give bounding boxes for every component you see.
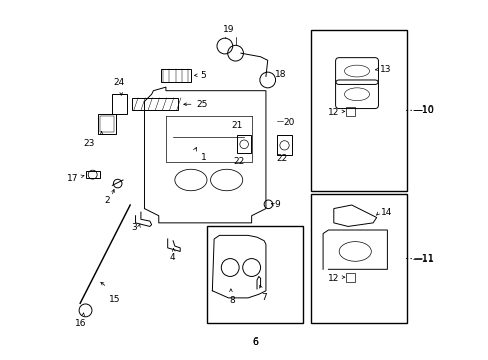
Text: 13: 13 <box>380 65 391 74</box>
Text: 5: 5 <box>200 71 205 80</box>
Bar <box>85 171 100 178</box>
Text: 22: 22 <box>276 154 287 163</box>
Text: 21: 21 <box>230 121 242 130</box>
Bar <box>112 94 126 114</box>
Text: 1: 1 <box>200 153 206 162</box>
Text: 2: 2 <box>104 196 110 205</box>
Text: 17: 17 <box>67 174 78 183</box>
Text: 12: 12 <box>327 108 339 117</box>
Text: 24: 24 <box>114 78 125 87</box>
Bar <box>310 194 406 323</box>
Text: —10: —10 <box>412 106 433 115</box>
Bar <box>277 135 291 155</box>
Text: 4: 4 <box>169 253 175 262</box>
Bar <box>206 226 303 323</box>
Bar <box>310 30 406 191</box>
Text: 8: 8 <box>229 296 234 305</box>
Text: —10: —10 <box>411 105 433 115</box>
Text: 9: 9 <box>274 200 280 209</box>
Bar <box>237 135 250 153</box>
Text: 7: 7 <box>261 293 267 302</box>
Text: 12: 12 <box>327 274 339 283</box>
Text: 6: 6 <box>252 338 258 347</box>
Bar <box>346 273 354 282</box>
Text: 6: 6 <box>252 337 258 347</box>
Text: 23: 23 <box>83 139 95 148</box>
Text: 20: 20 <box>283 118 295 127</box>
Text: 25: 25 <box>196 100 207 109</box>
Text: 3: 3 <box>131 223 136 232</box>
Text: 18: 18 <box>274 70 286 79</box>
Text: 19: 19 <box>222 24 234 33</box>
Bar <box>98 114 116 134</box>
Bar <box>346 107 354 116</box>
Text: 16: 16 <box>75 319 86 328</box>
Text: 22: 22 <box>233 157 244 166</box>
Text: —11: —11 <box>412 254 433 263</box>
Bar <box>132 98 178 111</box>
Text: —11: —11 <box>411 253 433 264</box>
Bar <box>160 69 190 82</box>
Bar <box>100 116 114 132</box>
Text: 14: 14 <box>380 208 391 217</box>
Text: 15: 15 <box>108 295 120 304</box>
